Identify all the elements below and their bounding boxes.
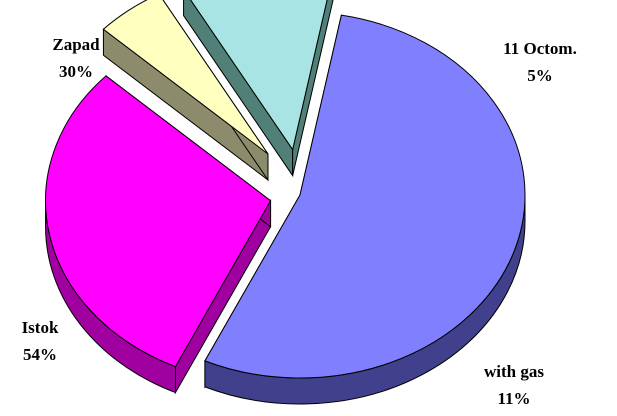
label-zapad-percent: 30% xyxy=(59,62,93,81)
label-with-gas-percent: 11% xyxy=(497,389,531,408)
label-11-octom: 11 Octom. 5% xyxy=(503,35,577,89)
slice-istok-top xyxy=(204,14,526,379)
slice-11-octom-top xyxy=(102,0,269,155)
label-with-gas-name: with gas xyxy=(484,362,544,381)
pie-tops xyxy=(45,0,526,379)
label-11-octom-percent: 5% xyxy=(527,66,553,85)
label-istok-percent: 54% xyxy=(22,345,57,364)
label-zapad-name: Zapad xyxy=(52,35,100,54)
label-11-octom-name: 11 Octom. xyxy=(503,39,577,58)
slice-with-gas-top xyxy=(190,0,328,151)
slice-zapad-top xyxy=(45,75,272,368)
label-istok: Istok 54% xyxy=(22,314,59,368)
label-with-gas: with gas 11% xyxy=(484,358,544,412)
label-istok-name: Istok xyxy=(21,318,59,337)
label-zapad: Zapad 30% xyxy=(52,31,99,85)
